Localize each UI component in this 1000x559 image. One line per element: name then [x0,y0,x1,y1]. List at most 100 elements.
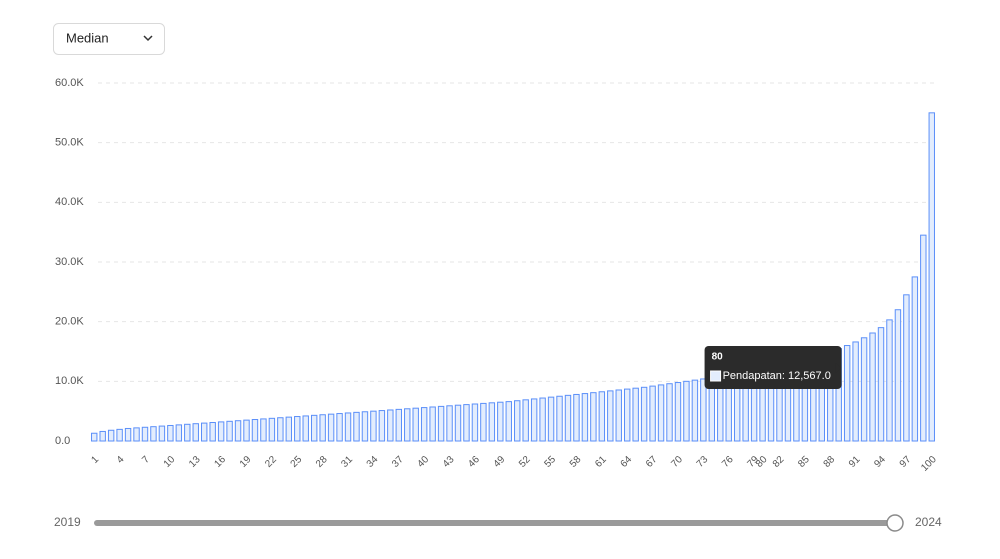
bar [852,341,859,442]
x-tick-label: 100 [919,454,939,474]
bar [175,424,183,442]
bar [700,378,707,442]
bar [590,392,597,442]
bar [530,398,538,442]
bar [666,383,673,442]
slider-end: 2024 [915,515,942,529]
bar [260,418,267,442]
slider-start: 2019 [54,515,81,529]
bar [869,332,876,442]
x-tick-label: 49 [492,454,508,470]
x-tick-label: 58 [568,454,584,470]
x-tick-label: 34 [365,454,381,470]
tooltip-title: 80 [712,352,724,363]
x-tick-label: 28 [314,454,330,470]
tooltip-swatch [710,370,722,382]
bar [243,419,250,442]
bar [674,382,682,442]
x-tick-label: 31 [339,454,355,470]
bar [107,429,115,442]
bar [480,402,487,442]
bar [607,390,614,442]
bar [353,411,360,442]
bar [547,396,555,442]
bar [581,393,589,442]
bar [657,384,665,442]
x-tick-label: 10 [162,454,178,470]
dropdown[interactable] [53,23,165,55]
bar [184,423,191,442]
y-tick-label: 40.0K [55,196,84,208]
x-tick-label: 88 [822,454,838,470]
bar [691,379,699,442]
chevron [143,35,153,42]
bar [192,423,199,442]
tooltip-box [704,346,842,389]
x-tick-label: 37 [390,454,406,470]
bar [624,388,631,442]
bar [251,419,259,442]
bar [336,413,343,442]
bar [201,422,208,442]
bar [564,394,572,442]
bar [209,422,216,442]
bar [877,327,885,442]
bar [463,404,470,442]
x-tick-label: 82 [771,454,787,470]
bar [522,399,529,442]
bar [539,397,546,442]
tooltip: 80 Pendapatan: 12,567.0 [704,346,842,389]
bar [437,405,445,442]
y-tick-label: 0.0 [55,435,70,447]
bar [412,407,419,442]
slider-handle[interactable] [886,514,904,532]
x-tick-label: 91 [847,454,863,470]
slider-track[interactable] [94,520,896,526]
bar [446,405,453,442]
x-tick-label: 16 [212,454,228,470]
x-tick-label: 73 [695,454,711,470]
bar [234,420,242,442]
bar [370,410,377,442]
x-tick-label: 55 [542,454,558,470]
bar [894,309,902,442]
bar [310,414,318,442]
x-tick-label: 19 [238,454,254,470]
bar [471,403,479,442]
bar [294,416,301,442]
bar [217,421,225,442]
x-tick-label: 67 [644,454,660,470]
y-tick-label: 50.0K [55,137,84,149]
x-tick-label: 52 [517,454,533,470]
bar [911,276,919,442]
bar [573,393,580,442]
bar [116,428,123,442]
x-tick-label: 1 [90,454,102,466]
bar [505,401,512,442]
x-tick-label: 25 [289,454,305,470]
bar [344,412,352,442]
tooltip-text: Pendapatan: 12,567.0 [723,370,831,382]
x-tick-label: 61 [593,454,609,470]
bar [268,417,276,442]
chart: 0.0 10.0K 20.0K 30.0K 40.0K 50.0K 60.0K 1 4 7 10 13… [55,77,939,474]
bar [277,417,284,442]
bar [640,386,648,442]
x-tick-label: 40 [416,454,432,470]
x-tick-label: 4 [115,454,127,466]
x-tick-label: 85 [796,454,812,470]
bar [632,387,639,442]
bar [615,389,622,442]
bar [683,380,690,442]
bar [903,294,910,442]
bar [497,401,504,442]
bar [514,400,521,442]
bar [133,427,140,442]
bar [387,409,394,442]
x-tick-label: 94 [872,454,888,470]
x-tick-label: 46 [466,454,482,470]
dropdown-label: Median [66,30,109,45]
bar [556,395,563,442]
bar [285,416,293,442]
